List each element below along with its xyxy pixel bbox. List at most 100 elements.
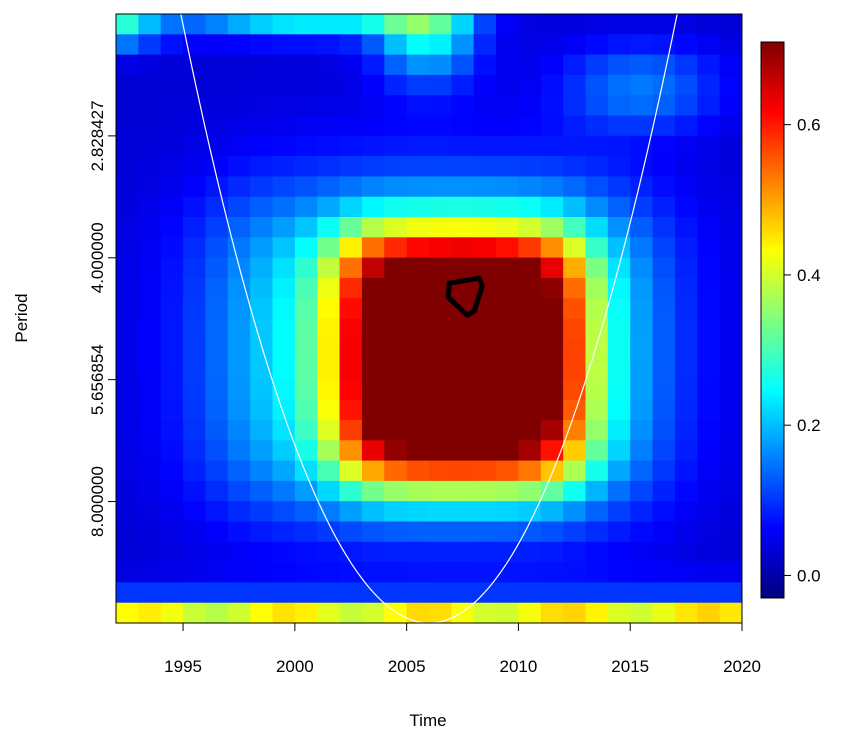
heatmap-cell: [339, 562, 363, 583]
heatmap-cell: [183, 135, 207, 157]
heatmap-cell: [518, 156, 542, 177]
heatmap-cell: [339, 196, 363, 218]
heatmap-cell: [674, 115, 698, 137]
heatmap-cell: [183, 54, 207, 76]
heatmap-cell: [227, 74, 251, 96]
heatmap-cell: [630, 602, 654, 623]
heatmap-cell: [697, 156, 721, 177]
heatmap-cell: [630, 156, 654, 177]
heatmap-cell: [160, 135, 184, 157]
heatmap-cell: [496, 196, 520, 218]
heatmap-cell: [406, 359, 430, 380]
y-tick-label: 5.656854: [88, 344, 107, 415]
heatmap-cell: [697, 34, 721, 56]
heatmap-cell: [429, 217, 452, 238]
heatmap-cell: [339, 14, 363, 35]
heatmap-cell: [496, 54, 520, 76]
heatmap-cell: [451, 501, 475, 523]
heatmap-cell: [116, 582, 139, 604]
heatmap-cell: [719, 338, 742, 360]
heatmap-cell: [205, 602, 229, 623]
heatmap-cell: [607, 237, 631, 259]
heatmap-cell: [429, 420, 452, 441]
heatmap-cell: [540, 582, 564, 604]
heatmap-cell: [361, 217, 385, 238]
heatmap-cell: [697, 298, 721, 320]
heatmap-cell: [227, 399, 251, 421]
heatmap-cell: [429, 541, 452, 563]
heatmap-cell: [473, 257, 497, 279]
heatmap-cell: [585, 196, 609, 218]
heatmap-cell: [652, 298, 676, 320]
heatmap-cell: [518, 237, 542, 259]
heatmap-cell: [406, 14, 430, 35]
heatmap-cell: [406, 582, 430, 604]
heatmap-cell: [429, 176, 452, 198]
heatmap-cell: [585, 257, 609, 279]
heatmap-cell: [496, 115, 520, 137]
heatmap-cell: [384, 176, 408, 198]
heatmap-cell: [429, 480, 452, 502]
heatmap-cell: [630, 460, 654, 482]
heatmap-cell: [630, 298, 654, 320]
heatmap-cell: [496, 501, 520, 523]
heatmap-cell: [339, 338, 363, 360]
heatmap-cell: [518, 582, 542, 604]
heatmap-cell: [406, 54, 430, 76]
heatmap-cell: [317, 501, 341, 523]
heatmap-cell: [719, 156, 742, 177]
heatmap-cell: [317, 135, 341, 157]
heatmap-cell: [607, 440, 631, 462]
heatmap-cell: [205, 298, 229, 320]
heatmap-cell: [473, 602, 497, 623]
heatmap-cell: [406, 34, 430, 56]
heatmap-cell: [272, 34, 296, 56]
heatmap-cell: [473, 74, 497, 96]
heatmap-cell: [205, 480, 229, 502]
heatmap-cell: [317, 14, 341, 35]
heatmap-cell: [540, 115, 564, 137]
heatmap-cell: [585, 541, 609, 563]
heatmap-cell: [607, 176, 631, 198]
heatmap-cell: [205, 359, 229, 380]
heatmap-cell: [630, 562, 654, 583]
heatmap-cell: [138, 379, 162, 401]
heatmap-cell: [205, 562, 229, 583]
heatmap-cell: [451, 196, 475, 218]
heatmap-cell: [272, 379, 296, 401]
heatmap-cell: [585, 480, 609, 502]
heatmap-cell: [429, 34, 452, 56]
heatmap-cell: [674, 237, 698, 259]
heatmap-cell: [272, 237, 296, 259]
heatmap-cell: [227, 440, 251, 462]
heatmap-cell: [138, 257, 162, 279]
heatmap-cell: [585, 379, 609, 401]
heatmap-cell: [205, 379, 229, 401]
heatmap-cell: [138, 460, 162, 482]
heatmap-cell: [451, 359, 475, 380]
heatmap-cell: [250, 420, 274, 441]
heatmap-cell: [585, 399, 609, 421]
significance-contour: [445, 275, 485, 318]
heatmap-cell: [205, 217, 229, 238]
heatmap-cell: [540, 501, 564, 523]
heatmap-cell: [138, 237, 162, 259]
heatmap-cell: [540, 257, 564, 279]
x-axis: 1995 2000 2005 2010 2015 2020: [164, 623, 761, 676]
heatmap-cell: [272, 257, 296, 279]
heatmap-cell: [272, 460, 296, 482]
heatmap-cell: [429, 257, 452, 279]
heatmap-cell: [697, 480, 721, 502]
heatmap-cell: [496, 14, 520, 35]
heatmap-cell: [183, 298, 207, 320]
heatmap-cell: [518, 54, 542, 76]
heatmap-cell: [205, 237, 229, 259]
heatmap-cell: [339, 237, 363, 259]
heatmap-cell: [272, 562, 296, 583]
heatmap-cell: [563, 338, 587, 360]
heatmap-cell: [250, 298, 274, 320]
heatmap-cell: [294, 54, 318, 76]
heatmap-cell: [674, 420, 698, 441]
x-tick-label: 1995: [164, 657, 202, 676]
heatmap-cell: [607, 14, 631, 35]
